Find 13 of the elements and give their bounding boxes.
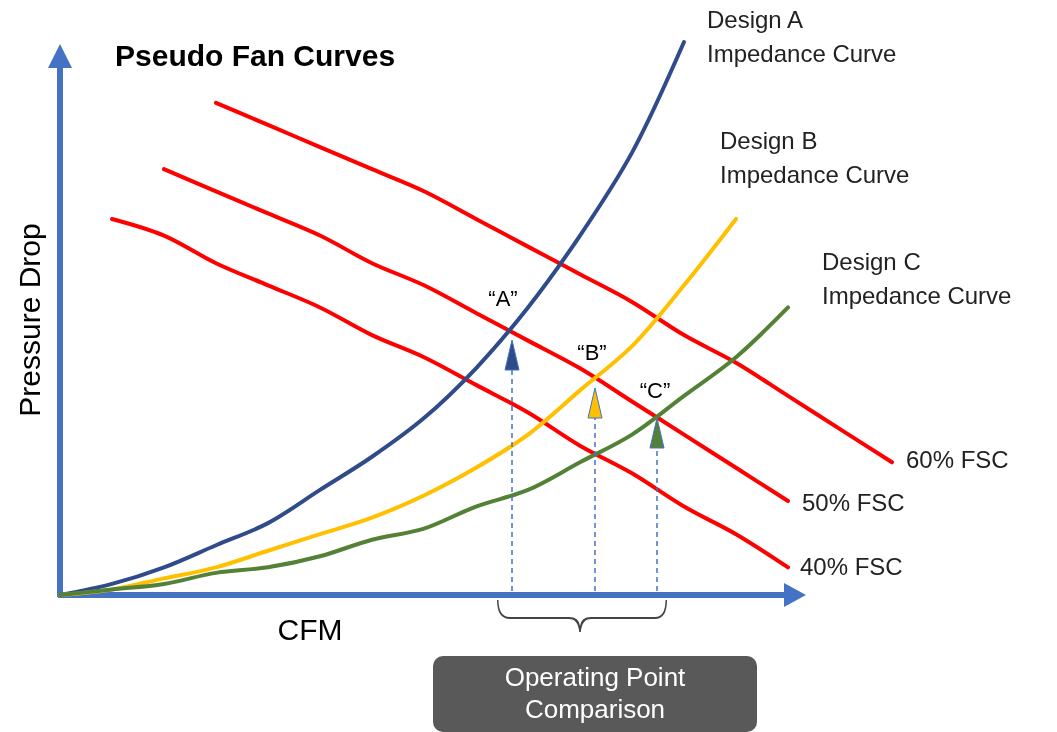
annotation: “C” xyxy=(639,378,671,403)
annotation: “B” xyxy=(577,340,607,365)
series-label: Design A Impedance Curve xyxy=(707,6,897,67)
series-label: 60% FSC xyxy=(906,446,1009,474)
text: Operating Point Comparison xyxy=(504,662,687,724)
series-label: 50% FSC xyxy=(802,488,905,516)
y-axis-title: Pressure Drop xyxy=(13,223,46,417)
x-axis-title: CFM xyxy=(277,613,343,646)
series-label: 40% FSC xyxy=(800,553,903,581)
series-label: Design B Impedance Curve xyxy=(720,126,910,188)
annotation: “A” xyxy=(488,286,518,311)
chart-title: Pseudo Fan Curves xyxy=(115,39,396,72)
series-label: Design C Impedance Curve xyxy=(822,248,1012,310)
